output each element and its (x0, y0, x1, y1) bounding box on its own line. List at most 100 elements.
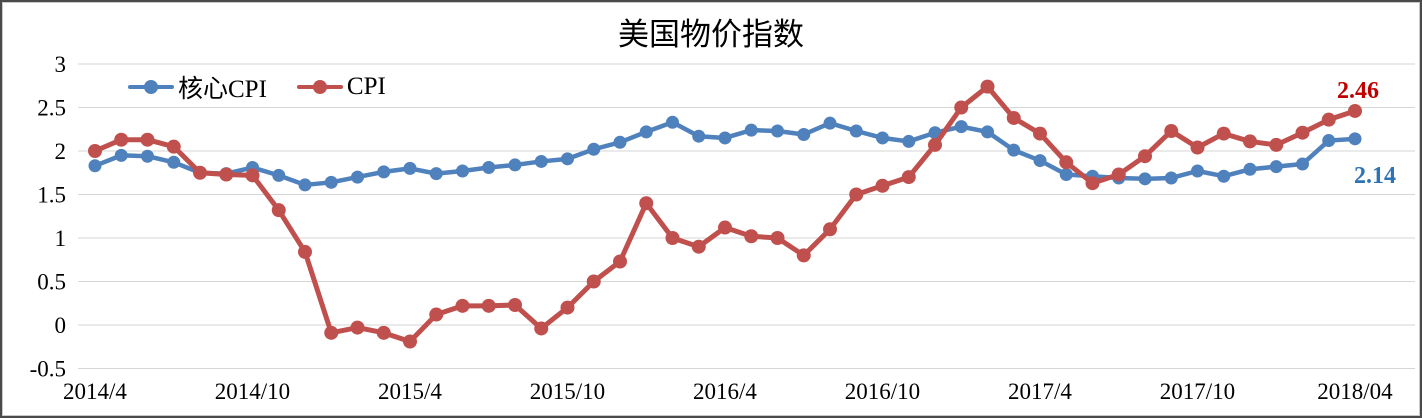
cpi-data-point (954, 100, 969, 115)
core-cpi-dot-icon (144, 80, 158, 94)
cpi-data-point (560, 300, 575, 315)
cpi-data-point (665, 231, 680, 245)
cpi-data-point (613, 254, 627, 269)
core-cpi-data-point (1059, 167, 1073, 181)
legend-item-cpi: CPI (296, 73, 386, 101)
core-cpi-data-point (744, 123, 758, 137)
cpi-data-point (849, 187, 864, 202)
core-cpi-data-point (1138, 172, 1152, 186)
y-tick-label: 2.5 (37, 96, 66, 121)
cpi-data-point (271, 203, 286, 218)
cpi-data-point (1243, 134, 1257, 149)
core-cpi-data-point (666, 115, 679, 129)
cpi-data-point (1111, 167, 1126, 182)
cpi-data-point (1164, 123, 1179, 138)
y-tick-label: 3 (55, 52, 67, 77)
core-cpi-data-point (88, 159, 102, 173)
cpi-data-point (166, 139, 181, 154)
cpi-data-point (245, 168, 260, 183)
cpi-data-point (823, 222, 837, 237)
cpi-data-point (324, 325, 339, 340)
cpi-data-point (718, 220, 732, 235)
cpi-data-point (691, 239, 706, 254)
x-tick-label: 2014/4 (63, 379, 127, 404)
x-tick-label: 2016/10 (845, 379, 920, 404)
core-cpi-data-point (298, 178, 312, 192)
core-cpi-data-point (377, 165, 391, 179)
legend-item-core-cpi: 核心CPI (128, 69, 267, 105)
cpi-data-point (193, 165, 207, 180)
y-tick-label: 0 (55, 313, 67, 338)
core-cpi-data-point (849, 124, 863, 138)
cpi-data-point (403, 334, 417, 349)
core-cpi-data-point (429, 167, 443, 181)
cpi-data-point (508, 297, 522, 312)
core-cpi-data-point (954, 120, 968, 134)
x-tick-label: 2016/4 (693, 379, 757, 404)
core-cpi-line-marker-icon (128, 80, 174, 94)
core-cpi-data-point (823, 116, 837, 130)
core-cpi-data-point (561, 152, 574, 166)
cpi-data-point (298, 244, 312, 259)
cpi-data-point (1138, 149, 1152, 164)
core-cpi-data-point (1322, 134, 1336, 148)
cpi-data-point (1348, 103, 1362, 118)
core-cpi-data-point (508, 158, 522, 172)
core-cpi-data-point (272, 168, 286, 182)
core-cpi-data-point (403, 161, 417, 175)
cpi-line-marker-icon (296, 80, 343, 94)
cpi-data-point (88, 144, 102, 158)
cpi-data-point (875, 178, 890, 193)
core-cpi-data-point (692, 129, 706, 143)
cpi-dot-icon (312, 80, 327, 94)
cpi-data-point (586, 274, 601, 289)
x-tick-label: 2017/4 (1008, 379, 1072, 404)
cpi-data-point (114, 132, 129, 147)
cpi-data-point (1033, 126, 1047, 141)
cpi-data-point (1269, 137, 1284, 152)
y-tick-label: 1.5 (37, 183, 66, 208)
core-cpi-data-point (456, 164, 469, 178)
core-cpi-data-point (114, 148, 128, 162)
x-tick-label: 2015/4 (378, 379, 442, 404)
core-cpi-data-point (141, 149, 154, 163)
cpi-data-point (1059, 155, 1074, 170)
y-tick-label: 1 (55, 226, 67, 251)
core-cpi-data-point (534, 154, 548, 168)
x-tick-label: 2015/10 (530, 379, 605, 404)
y-tick-label: 0.5 (37, 270, 66, 295)
core-cpi-data-point (1348, 132, 1362, 146)
core-cpi-data-point (1191, 164, 1204, 178)
cpi-data-point (455, 298, 470, 313)
cpi-data-point (481, 298, 496, 313)
cpi-data-point (376, 325, 391, 340)
cpi-end-value-label: 2.46 (1337, 78, 1379, 104)
cpi-data-point (1190, 140, 1205, 155)
cpi-data-point (350, 320, 365, 335)
cpi-data-point (1216, 126, 1231, 141)
cpi-data-point (901, 170, 916, 185)
cpi-data-point (140, 132, 155, 147)
cpi-data-point (1295, 125, 1310, 140)
cpi-data-point (770, 231, 785, 245)
core-cpi-data-point (351, 170, 364, 184)
cpi-data-point (534, 321, 549, 336)
core-cpi-data-point (797, 127, 811, 141)
core-cpi-data-point (1269, 160, 1283, 174)
core-cpi-data-point (1296, 157, 1309, 171)
core-cpi-data-point (613, 135, 627, 149)
core-cpi-data-point (1217, 169, 1231, 183)
legend: 核心CPI CPI (128, 69, 386, 105)
core-cpi-data-point (771, 124, 784, 138)
core-cpi-data-point (718, 131, 732, 145)
core-cpi-data-point (902, 134, 916, 148)
core-cpi-data-point (167, 155, 181, 169)
cpi-data-point (429, 307, 444, 322)
cpi-data-point (796, 248, 811, 263)
cpi-data-point (639, 196, 654, 211)
x-tick-label: 2018/04 (1317, 379, 1393, 404)
legend-label-cpi: CPI (346, 73, 386, 100)
cpi-data-point (980, 79, 995, 94)
cpi-data-point (1006, 110, 1021, 125)
